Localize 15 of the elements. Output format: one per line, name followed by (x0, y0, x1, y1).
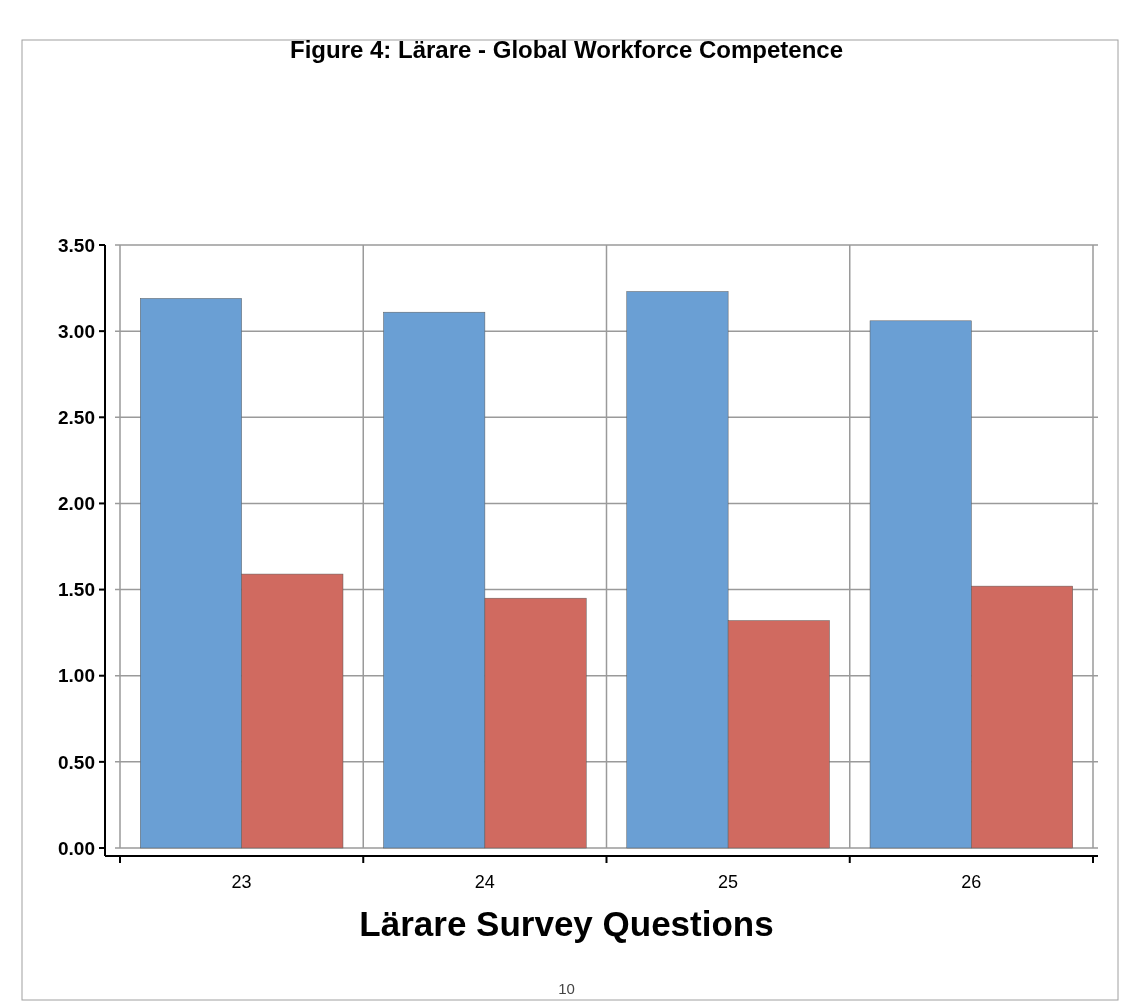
y-tick-label: 1.00 (58, 665, 95, 687)
y-tick-label: 3.00 (58, 320, 95, 342)
y-tick-label: 1.50 (58, 579, 95, 601)
text: 10 (558, 980, 575, 997)
y-tick-label: 0.50 (58, 751, 95, 773)
x-tick-label: 23 (231, 872, 252, 892)
y-tick-label: 3.50 (58, 234, 95, 256)
x-tick-label: 25 (718, 872, 739, 892)
y-tick-label: 2.00 (58, 493, 95, 515)
x-tick-label: 24 (474, 872, 495, 892)
x-axis-title: Lärare Survey Questions (359, 904, 774, 943)
x-tick-label: 26 (961, 872, 982, 892)
y-tick-label: 0.00 (58, 837, 95, 859)
y-tick-label: 2.50 (58, 406, 95, 428)
chart-title: Figure 4: Lärare - Global Workforce Competence (289, 36, 844, 63)
